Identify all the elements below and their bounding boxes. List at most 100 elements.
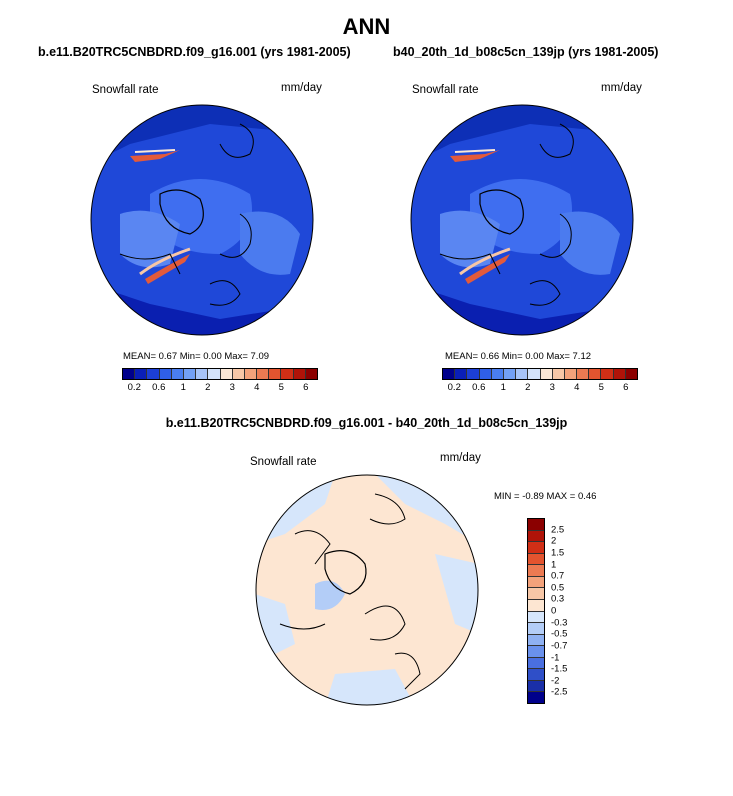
colorbar-tick-label: 5: [278, 382, 284, 393]
panel2-case-title: b40_20th_1d_b08c5cn_139jp (yrs 1981-2005…: [393, 45, 659, 59]
colorbar-box: [232, 369, 245, 379]
colorbar-tick-label: 4: [574, 382, 580, 393]
panel1-colorbar-labels: 0.2 0.6 1 2 3 4 5 6: [122, 382, 318, 396]
colorbar-box: [528, 588, 544, 600]
colorbar-tick-label: -2.5: [551, 686, 568, 698]
colorbar-tick-label: -0.5: [551, 628, 568, 640]
colorbar-tick-label: 3: [549, 382, 555, 393]
colorbar-tick-label: 2.5: [551, 524, 565, 536]
panel1-case-title: b.e11.B20TRC5CNBDRD.f09_g16.001 (yrs 198…: [38, 45, 351, 59]
colorbar-tick-label: 4: [254, 382, 260, 393]
colorbar-box: [552, 369, 565, 379]
colorbar-tick-label: -1.5: [551, 663, 568, 675]
colorbar-box: [528, 669, 544, 681]
colorbar-tick-label: 0: [551, 605, 557, 617]
colorbar-box: [613, 369, 626, 379]
colorbar-box: [269, 369, 282, 379]
colorbar-box: [257, 369, 270, 379]
difference-colorbar: [527, 518, 545, 704]
colorbar-tick-label: 0.2: [127, 382, 141, 393]
colorbar-box: [528, 542, 544, 554]
colorbar-box: [491, 369, 504, 379]
colorbar-tick-label: -0.3: [551, 617, 568, 629]
colorbar-tick-label: 0.7: [551, 570, 565, 582]
difference-title: b.e11.B20TRC5CNBDRD.f09_g16.001 - b40_20…: [165, 416, 568, 430]
difference-variable-label: Snowfall rate: [250, 456, 317, 468]
colorbar-box: [528, 576, 544, 589]
difference-stats: MIN = -0.89 MAX = 0.46: [494, 491, 597, 502]
colorbar-box: [528, 611, 544, 624]
colorbar-tick-label: 0.3: [551, 593, 565, 605]
colorbar-box: [528, 519, 544, 531]
colorbar-box: [196, 369, 209, 379]
colorbar-box: [564, 369, 578, 379]
difference-colorbar-labels: 2.5 2 1.5 1 0.7 0.5 0.3 0 -0.3 -0.5 -0.7 -1 -1.5 -2 -2…: [551, 518, 591, 704]
colorbar-box: [244, 369, 258, 379]
colorbar-tick-label: 6: [623, 382, 629, 393]
colorbar-box: [577, 369, 590, 379]
panel1-variable-label: Snowfall rate: [92, 84, 159, 96]
colorbar-box: [183, 369, 197, 379]
colorbar-tick-label: 6: [303, 382, 309, 393]
colorbar-box: [208, 369, 221, 379]
colorbar-box: [479, 369, 492, 379]
colorbar-box: [147, 369, 160, 379]
colorbar-box: [528, 565, 544, 577]
panel2-variable-label: Snowfall rate: [412, 84, 479, 96]
panel1-polar-map: [90, 104, 314, 336]
colorbar-tick-label: 0.6: [472, 382, 486, 393]
colorbar-box: [601, 369, 614, 379]
colorbar-box: [540, 369, 553, 379]
colorbar-box: [528, 623, 544, 635]
colorbar-box: [281, 369, 294, 379]
panel2-colorbar: [442, 368, 638, 380]
colorbar-box: [135, 369, 148, 379]
colorbar-tick-label: 5: [598, 382, 604, 393]
colorbar-tick-label: 1.5: [551, 547, 565, 559]
colorbar-box: [528, 657, 544, 670]
colorbar-box: [528, 553, 544, 566]
difference-units-label: mm/day: [440, 452, 481, 464]
colorbar-box: [443, 369, 456, 379]
colorbar-tick-label: 1: [500, 382, 506, 393]
colorbar-box: [528, 692, 544, 703]
colorbar-tick-label: 1: [180, 382, 186, 393]
season-title: ANN: [342, 14, 391, 39]
colorbar-tick-label: -0.7: [551, 640, 568, 652]
colorbar-box: [220, 369, 233, 379]
colorbar-tick-label: -2: [551, 675, 560, 687]
colorbar-box: [528, 646, 544, 658]
colorbar-box: [305, 369, 317, 379]
colorbar-tick-label: 2: [551, 535, 557, 547]
panel1-units-label: mm/day: [281, 82, 322, 94]
panel2-units-label: mm/day: [601, 82, 642, 94]
colorbar-box: [528, 599, 544, 612]
colorbar-tick-label: 2: [525, 382, 531, 393]
colorbar-box: [455, 369, 468, 379]
colorbar-tick-label: 3: [229, 382, 235, 393]
colorbar-box: [467, 369, 480, 379]
panel1-colorbar: [122, 368, 318, 380]
colorbar-tick-label: 0.5: [551, 582, 565, 594]
panel1-stats: MEAN= 0.67 Min= 0.00 Max= 7.09: [123, 351, 270, 362]
colorbar-box: [528, 369, 541, 379]
difference-polar-map: [255, 474, 479, 706]
colorbar-tick-label: -1: [551, 652, 560, 663]
colorbar-box: [528, 680, 544, 693]
colorbar-box: [123, 369, 136, 379]
colorbar-box: [171, 369, 184, 379]
colorbar-box: [528, 634, 544, 647]
panel2-colorbar-labels: 0.2 0.6 1 2 3 4 5 6: [442, 382, 638, 396]
colorbar-tick-label: 1: [551, 559, 557, 570]
colorbar-tick-label: 0.2: [447, 382, 461, 393]
panel2-stats: MEAN= 0.66 Min= 0.00 Max= 7.12: [445, 351, 592, 362]
colorbar-box: [589, 369, 602, 379]
colorbar-tick-label: 0.6: [152, 382, 166, 393]
colorbar-box: [625, 369, 637, 379]
panel2-polar-map: [410, 104, 634, 336]
colorbar-box: [293, 369, 306, 379]
colorbar-box: [516, 369, 529, 379]
colorbar-tick-label: 2: [205, 382, 211, 393]
colorbar-box: [503, 369, 517, 379]
colorbar-box: [159, 369, 172, 379]
